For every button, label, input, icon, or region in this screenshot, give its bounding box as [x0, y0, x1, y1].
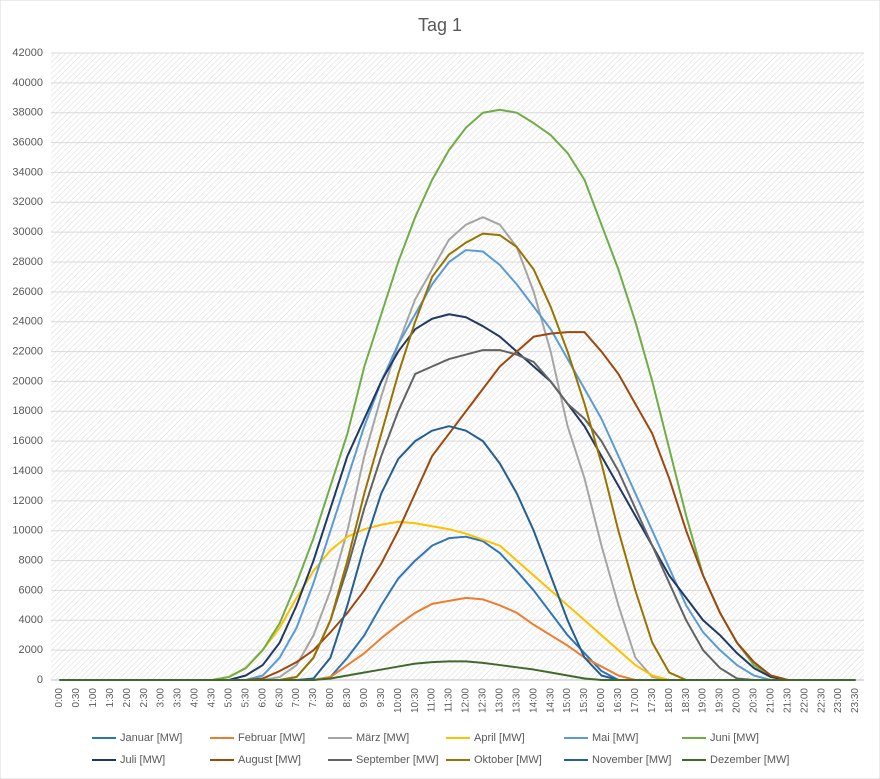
x-tick-label: 18:30 — [681, 688, 692, 713]
x-tick-label: 13:30 — [511, 688, 522, 713]
x-tick-label: 17:30 — [647, 688, 658, 713]
y-tick-label: 18000 — [12, 405, 43, 417]
x-tick-label: 15:00 — [562, 688, 573, 713]
x-tick-label: 22:30 — [816, 688, 827, 713]
y-tick-label: 28000 — [12, 256, 43, 268]
y-tick-label: 8000 — [19, 554, 43, 566]
x-tick-label: 12:30 — [478, 688, 489, 713]
x-tick-label: 13:00 — [494, 688, 505, 713]
y-tick-label: 32000 — [12, 196, 43, 208]
x-tick-label: 0:30 — [71, 688, 82, 708]
x-tick-label: 7:00 — [291, 688, 302, 708]
x-tick-label: 19:30 — [715, 688, 726, 713]
y-tick-label: 26000 — [12, 286, 43, 298]
x-tick-label: 3:00 — [156, 688, 167, 708]
x-tick-label: 6:00 — [257, 688, 268, 708]
legend-label: Oktober [MW] — [474, 754, 542, 766]
x-tick-label: 11:30 — [444, 688, 455, 713]
y-tick-label: 12000 — [12, 495, 43, 507]
x-tick-label: 9:00 — [359, 688, 370, 708]
chart-title: Tag 1 — [418, 15, 462, 35]
x-tick-label: 0:00 — [54, 688, 65, 708]
series-line — [59, 660, 856, 681]
x-tick-label: 8:30 — [342, 688, 353, 708]
x-tick-label: 15:30 — [579, 688, 590, 713]
y-tick-label: 4000 — [19, 614, 43, 626]
x-tick-label: 16:00 — [596, 688, 607, 713]
y-tick-label: 0 — [37, 674, 43, 686]
y-tick-label: 38000 — [12, 107, 43, 119]
x-tick-label: 21:30 — [782, 688, 793, 713]
legend-label: März [MW] — [356, 732, 409, 744]
legend-label: Juni [MW] — [710, 732, 759, 744]
legend-label: Mai [MW] — [592, 732, 638, 744]
legend-label: November [MW] — [592, 754, 671, 766]
x-tick-label: 19:00 — [698, 688, 709, 713]
legend-label: September [MW] — [356, 754, 439, 766]
x-tick-label: 11:00 — [427, 688, 438, 713]
y-tick-label: 36000 — [12, 136, 43, 148]
y-tick-label: 14000 — [12, 465, 43, 477]
x-tick-label: 18:00 — [664, 688, 675, 713]
x-tick-label: 14:30 — [545, 688, 556, 713]
x-tick-label: 23:00 — [833, 688, 844, 713]
legend-label: April [MW] — [474, 732, 525, 744]
legend-label: Januar [MW] — [120, 732, 182, 744]
x-tick-label: 20:30 — [749, 688, 760, 713]
y-tick-label: 34000 — [12, 166, 43, 178]
x-tick-label: 4:00 — [190, 688, 201, 708]
x-tick-label: 5:30 — [240, 688, 251, 708]
legend-label: August [MW] — [238, 754, 301, 766]
x-tick-label: 2:30 — [139, 688, 150, 708]
y-tick-label: 22000 — [12, 345, 43, 357]
x-tick-label: 3:30 — [173, 688, 184, 708]
x-tick-label: 22:00 — [799, 688, 810, 713]
x-tick-label: 7:30 — [308, 688, 319, 708]
x-tick-label: 9:30 — [376, 688, 387, 708]
x-tick-label: 1:00 — [88, 688, 99, 708]
x-tick-label: 10:00 — [393, 688, 404, 713]
plot-area — [51, 53, 864, 680]
x-tick-label: 4:30 — [207, 688, 218, 708]
y-tick-label: 2000 — [19, 644, 43, 656]
y-tick-label: 42000 — [12, 47, 43, 59]
x-tick-label: 17:00 — [630, 688, 641, 713]
x-tick-label: 10:30 — [410, 688, 421, 713]
x-tick-label: 12:00 — [461, 688, 472, 713]
legend-label: Dezember [MW] — [710, 754, 789, 766]
y-tick-label: 20000 — [12, 375, 43, 387]
y-tick-label: 6000 — [19, 584, 43, 596]
legend-label: Juli [MW] — [120, 754, 165, 766]
y-tick-label: 30000 — [12, 226, 43, 238]
legend-label: Februar [MW] — [238, 732, 305, 744]
x-tick-label: 8:00 — [325, 688, 336, 708]
x-tick-label: 23:30 — [850, 688, 861, 713]
x-tick-label: 5:00 — [223, 688, 234, 708]
y-tick-label: 16000 — [12, 435, 43, 447]
y-tick-label: 10000 — [12, 525, 43, 537]
y-tick-label: 24000 — [12, 316, 43, 328]
x-tick-label: 14:00 — [528, 688, 539, 713]
x-tick-label: 21:00 — [765, 688, 776, 713]
x-tick-label: 2:00 — [122, 688, 133, 708]
x-tick-label: 16:30 — [613, 688, 624, 713]
x-tick-label: 6:30 — [274, 688, 285, 708]
x-tick-label: 20:00 — [732, 688, 743, 713]
y-tick-label: 40000 — [12, 77, 43, 89]
x-tick-label: 1:30 — [105, 688, 116, 708]
